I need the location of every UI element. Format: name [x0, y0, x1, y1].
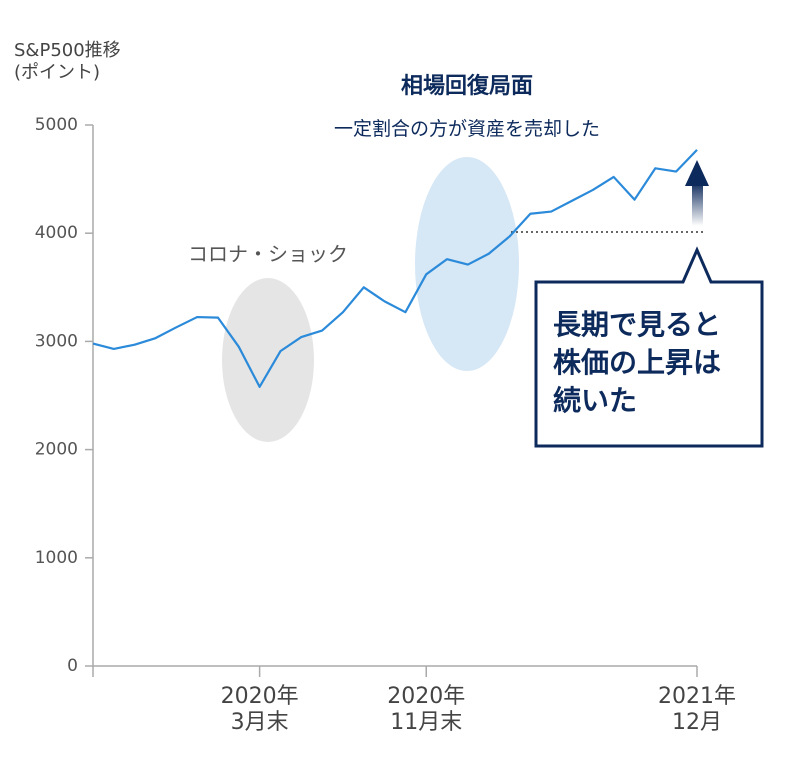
x-tick-label: 2020年 11月末 [387, 684, 466, 736]
x-tick-label: 2021年 12月 [658, 684, 736, 736]
y-tick-label: 3000 [35, 331, 78, 351]
y-axis-label: S&P500推移 (ポイント) [14, 40, 121, 83]
chart-title: 相場回復局面 [400, 74, 533, 99]
annotation: コロナ・ショック [188, 242, 348, 266]
highlight-ellipse [222, 278, 314, 442]
y-tick-label: 4000 [35, 223, 78, 243]
arrow-head [685, 160, 709, 186]
callout-box [534, 246, 764, 448]
y-tick-label: 0 [67, 656, 78, 676]
callout-text: 長期で見ると 株価の上昇は 続いた [553, 308, 722, 418]
x-tick-label: 2020年 3月末 [220, 684, 299, 736]
y-tick-label: 1000 [35, 548, 78, 568]
y-tick-label: 2000 [35, 440, 78, 460]
arrow-shaft [692, 182, 703, 226]
y-tick-label: 5000 [35, 115, 78, 135]
chart-subtitle: 一定割合の方が資産を売却した [333, 118, 600, 140]
data-line [92, 149, 698, 388]
